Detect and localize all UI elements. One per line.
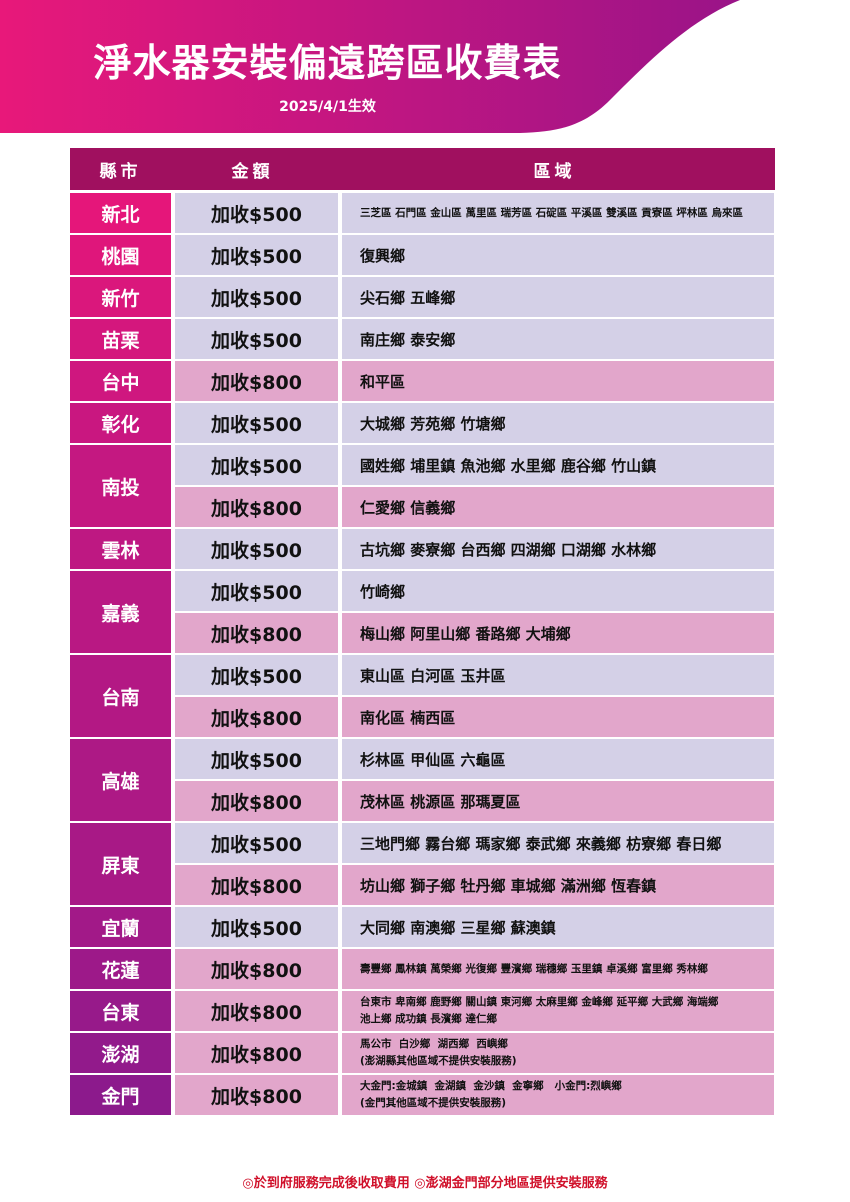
area-line: 杉林區 甲仙區 六龜區 (360, 750, 506, 769)
column-header-fee: 金額 (231, 161, 274, 182)
fee-cell: 加收$800 (175, 1033, 338, 1073)
area-cell: 南庄鄉 泰安鄉 (342, 319, 774, 359)
fee-cell: 加收$800 (175, 613, 338, 653)
footer-note: ◎於到府服務完成後收取費用 ◎澎湖金門部分地區提供安裝服務 (242, 1176, 608, 1191)
fee-table: 縣市 金額 區域 新北 加收$500 三芝區 石門區 金山區 萬里區 瑞芳區 石碇區… (70, 148, 775, 1115)
area-line: 池上鄉 成功鎮 長濱鄉 達仁鄉 (360, 1013, 497, 1025)
page-title: 淨水器安裝偏遠跨區收費表 (93, 41, 562, 85)
fee-cell: 加收$800 (175, 781, 338, 821)
fee-cell: 加收$500 (175, 655, 338, 695)
area-cell: 梅山鄉 阿里山鄉 番路鄉 大埔鄉 (342, 613, 774, 653)
area-line: 竹崎鄉 (360, 582, 406, 601)
area-line: 國姓鄉 埔里鎮 魚池鄉 水里鄉 鹿谷鄉 竹山鎮 (360, 456, 657, 475)
county-cell: 南投 (70, 445, 171, 527)
column-header-area: 區域 (533, 161, 576, 182)
area-line: 尖石鄉 五峰鄉 (360, 288, 456, 307)
fee-cell: 加收$800 (175, 865, 338, 905)
fee-cell: 加收$500 (175, 571, 338, 611)
area-cell: 仁愛鄉 信義鄉 (342, 487, 774, 527)
county-cell: 桃園 (70, 235, 171, 275)
county-cell: 彰化 (70, 403, 171, 443)
county-cell: 苗栗 (70, 319, 171, 359)
fee-cell: 加收$800 (175, 697, 338, 737)
county-cell: 宜蘭 (70, 907, 171, 947)
area-cell: 壽豐鄉 鳳林鎮 萬榮鄉 光復鄉 豐濱鄉 瑞穗鄉 玉里鎮 卓溪鄉 富里鄉 秀林鄉 (342, 949, 774, 989)
area-line: 南化區 楠西區 (360, 708, 456, 727)
area-cell: 尖石鄉 五峰鄉 (342, 277, 774, 317)
fee-cell: 加收$800 (175, 487, 338, 527)
area-line: 南庄鄉 泰安鄉 (360, 330, 456, 349)
area-cell: 古坑鄉 麥寮鄉 台西鄉 四湖鄉 口湖鄉 水林鄉 (342, 529, 774, 569)
county-cell: 高雄 (70, 739, 171, 821)
area-cell: 三芝區 石門區 金山區 萬里區 瑞芳區 石碇區 平溪區 雙溪區 貢寮區 坪林區 … (342, 193, 774, 233)
fee-cell: 加收$500 (175, 739, 338, 779)
area-cell: 和平區 (342, 361, 774, 401)
fee-cell: 加收$800 (175, 361, 338, 401)
county-cell: 雲林 (70, 529, 171, 569)
fee-cell: 加收$800 (175, 991, 338, 1031)
fee-cell: 加收$500 (175, 823, 338, 863)
area-cell: 台東市 卑南鄉 鹿野鄉 關山鎮 東河鄉 太麻里鄉 金峰鄉 延平鄉 大武鄉 海端鄉… (342, 991, 774, 1031)
fee-cell: 加收$500 (175, 193, 338, 233)
county-cell: 屏東 (70, 823, 171, 905)
area-cell: 國姓鄉 埔里鎮 魚池鄉 水里鄉 鹿谷鄉 竹山鎮 (342, 445, 774, 485)
area-cell: 大同鄉 南澳鄉 三星鄉 蘇澳鎮 (342, 907, 774, 947)
fee-cell: 加收$500 (175, 319, 338, 359)
county-cell: 金門 (70, 1075, 171, 1115)
column-header-county: 縣市 (99, 161, 142, 182)
area-cell: 東山區 白河區 玉井區 (342, 655, 774, 695)
area-cell: 復興鄉 (342, 235, 774, 275)
fee-cell: 加收$500 (175, 907, 338, 947)
area-cell: 南化區 楠西區 (342, 697, 774, 737)
header-banner (0, 0, 740, 133)
area-line: 茂林區 桃源區 那瑪夏區 (360, 792, 521, 811)
table-body: 新北 加收$500 三芝區 石門區 金山區 萬里區 瑞芳區 石碇區 平溪區 雙溪區 … (70, 193, 775, 1115)
area-cell: 茂林區 桃源區 那瑪夏區 (342, 781, 774, 821)
area-line: 東山區 白河區 玉井區 (360, 666, 506, 685)
area-line: 仁愛鄉 信義鄉 (360, 498, 456, 517)
county-cell: 台南 (70, 655, 171, 737)
area-line: 和平區 (360, 372, 406, 391)
area-line: (金門其他區域不提供安裝服務) (360, 1097, 507, 1109)
area-line: 三地門鄉 霧台鄉 瑪家鄉 泰武鄉 來義鄉 枋寮鄉 春日鄉 (360, 834, 722, 853)
county-cell: 台東 (70, 991, 171, 1031)
area-cell: 馬公市 白沙鄉 湖西鄉 西嶼鄉 (澎湖縣其他區域不提供安裝服務) (342, 1033, 774, 1073)
area-line: 大城鄉 芳苑鄉 竹塘鄉 (360, 414, 506, 433)
area-cell: 杉林區 甲仙區 六龜區 (342, 739, 774, 779)
county-cell: 花蓮 (70, 949, 171, 989)
fee-cell: 加收$800 (175, 1075, 338, 1115)
area-line: 三芝區 石門區 金山區 萬里區 瑞芳區 石碇區 平溪區 雙溪區 貢寮區 坪林區 … (360, 206, 744, 219)
county-cell: 嘉義 (70, 571, 171, 653)
area-line: 台東市 卑南鄉 鹿野鄉 關山鎮 東河鄉 太麻里鄉 金峰鄉 延平鄉 大武鄉 海端鄉 (360, 996, 719, 1008)
area-cell: 竹崎鄉 (342, 571, 774, 611)
fee-cell: 加收$500 (175, 403, 338, 443)
area-line: 古坑鄉 麥寮鄉 台西鄉 四湖鄉 口湖鄉 水林鄉 (360, 540, 657, 559)
area-line: 大金門:金城鎮 金湖鎮 金沙鎮 金寧鄉 小金門:烈嶼鄉 (360, 1080, 622, 1092)
fee-cell: 加收$500 (175, 277, 338, 317)
area-line: 大同鄉 南澳鄉 三星鄉 蘇澳鎮 (360, 918, 556, 937)
area-line: 坊山鄉 獅子鄉 牡丹鄉 車城鄉 滿洲鄉 恆春鎮 (360, 876, 657, 895)
area-cell: 大金門:金城鎮 金湖鎮 金沙鎮 金寧鄉 小金門:烈嶼鄉 (金門其他區域不提供安裝服… (342, 1075, 774, 1115)
table-header: 縣市 金額 區域 (70, 148, 775, 190)
county-cell: 新竹 (70, 277, 171, 317)
area-cell: 三地門鄉 霧台鄉 瑪家鄉 泰武鄉 來義鄉 枋寮鄉 春日鄉 (342, 823, 774, 863)
area-line: (澎湖縣其他區域不提供安裝服務) (360, 1055, 517, 1067)
area-line: 梅山鄉 阿里山鄉 番路鄉 大埔鄉 (360, 624, 571, 643)
fee-cell: 加收$500 (175, 529, 338, 569)
effective-date: 2025/4/1生效 (279, 99, 376, 115)
county-cell: 新北 (70, 193, 171, 233)
area-line: 復興鄉 (360, 246, 406, 265)
fee-cell: 加收$500 (175, 445, 338, 485)
area-cell: 坊山鄉 獅子鄉 牡丹鄉 車城鄉 滿洲鄉 恆春鎮 (342, 865, 774, 905)
area-line: 壽豐鄉 鳳林鎮 萬榮鄉 光復鄉 豐濱鄉 瑞穗鄉 玉里鎮 卓溪鄉 富里鄉 秀林鄉 (360, 962, 708, 975)
county-cell: 澎湖 (70, 1033, 171, 1073)
county-cell: 台中 (70, 361, 171, 401)
area-line: 馬公市 白沙鄉 湖西鄉 西嶼鄉 (360, 1038, 508, 1050)
fee-cell: 加收$500 (175, 235, 338, 275)
fee-cell: 加收$800 (175, 949, 338, 989)
area-cell: 大城鄉 芳苑鄉 竹塘鄉 (342, 403, 774, 443)
